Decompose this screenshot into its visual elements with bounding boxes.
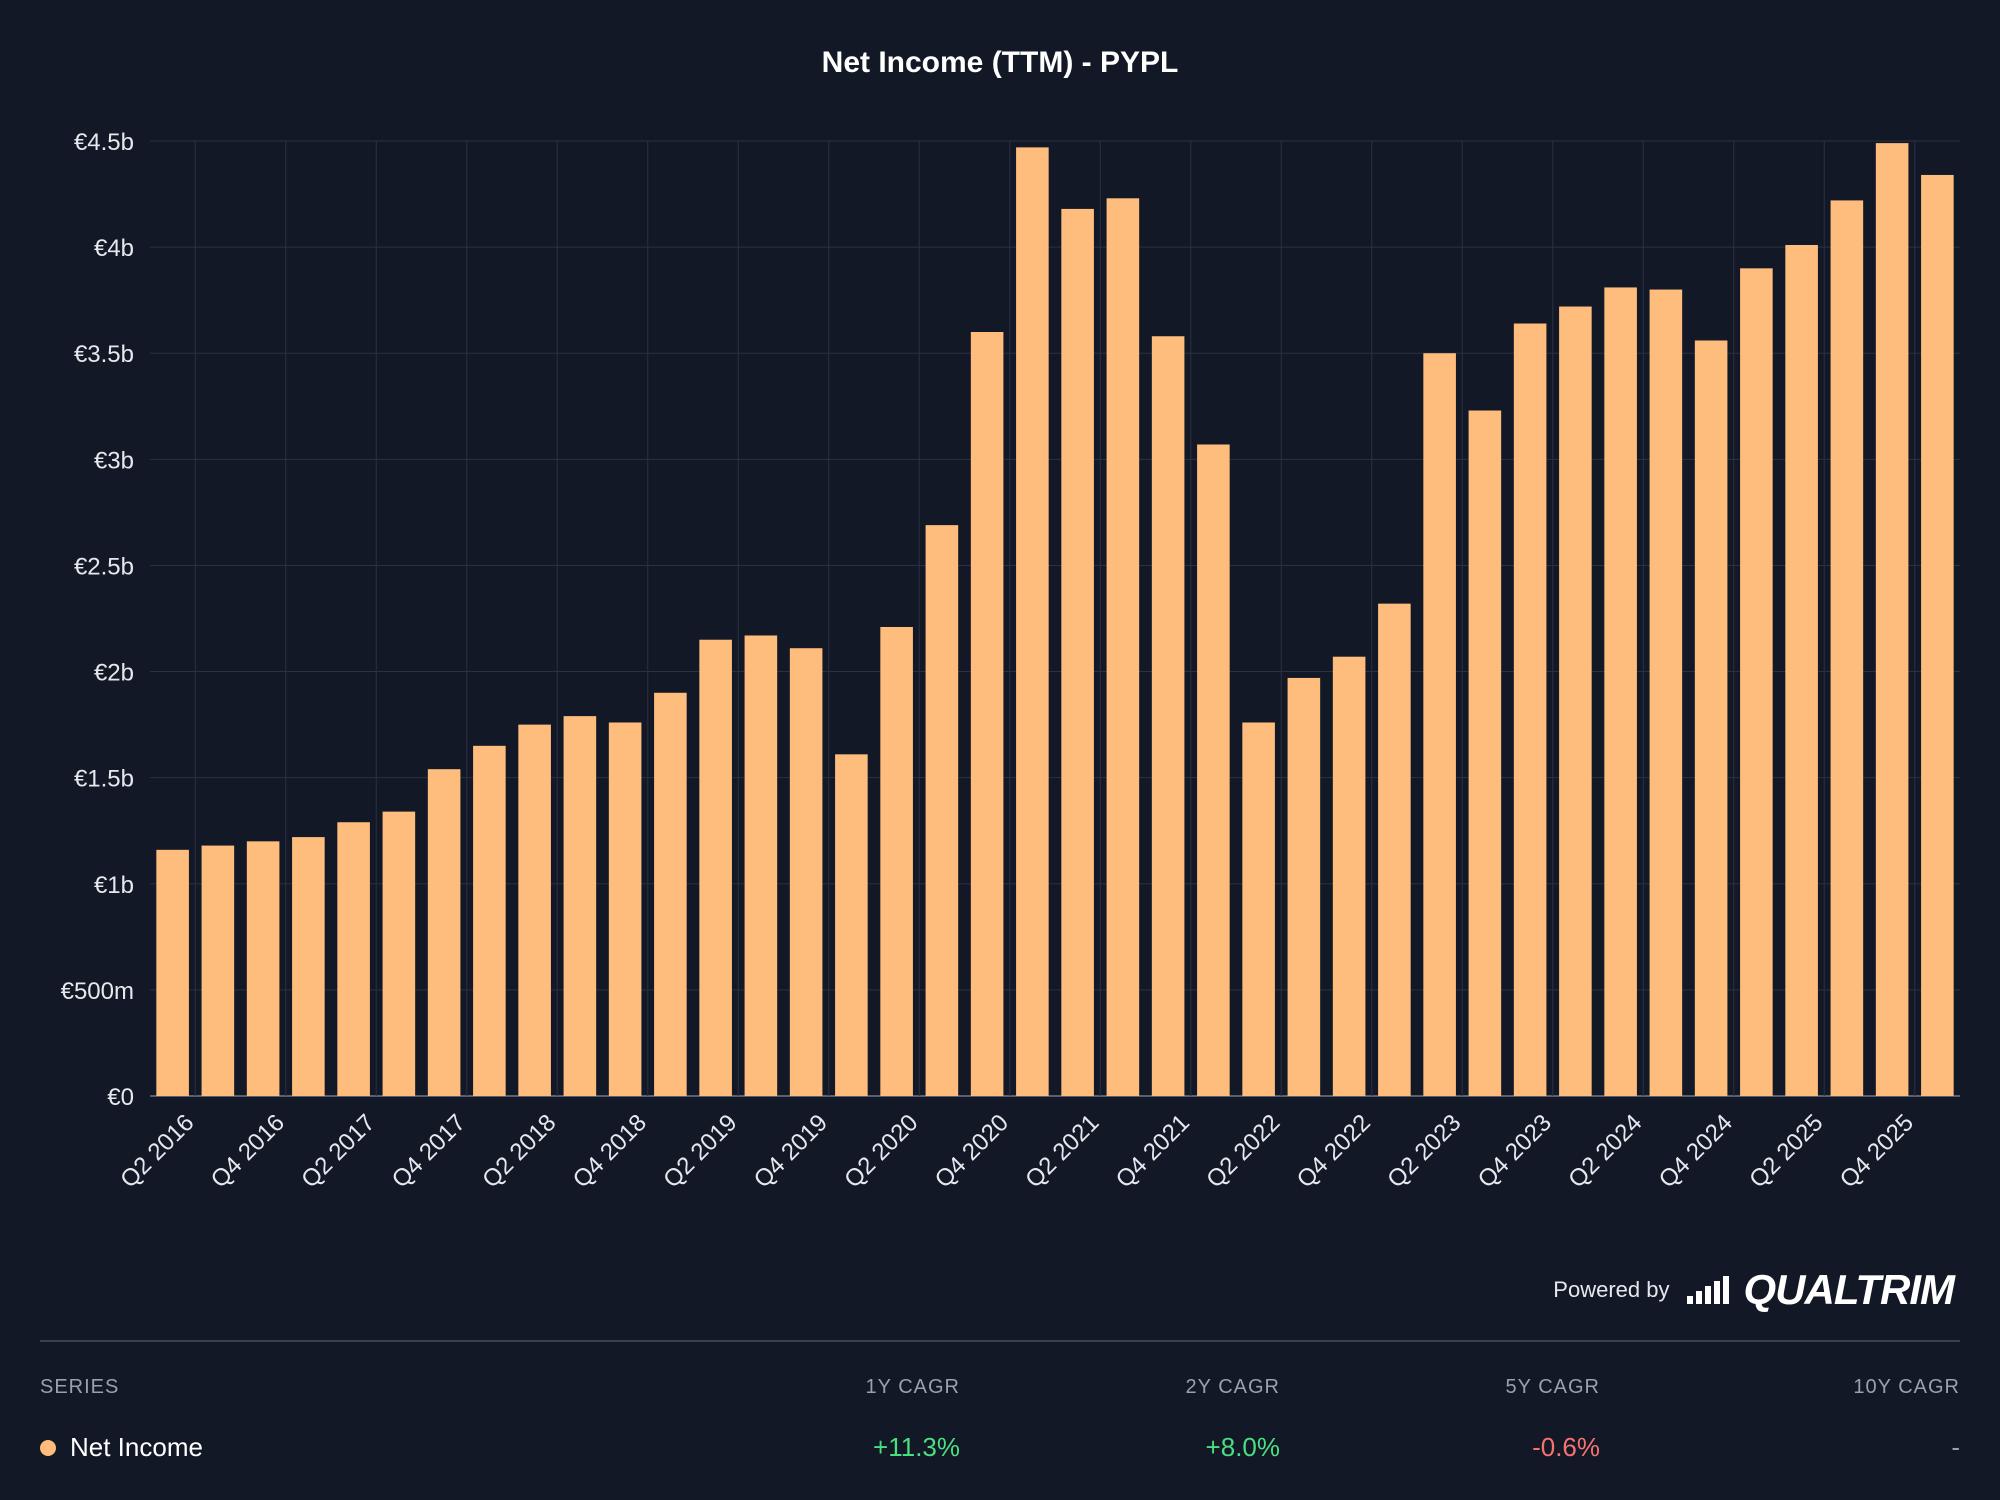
bar — [382, 811, 416, 1096]
qualtrim-bars-icon — [1687, 1276, 1730, 1304]
bar — [835, 754, 868, 1096]
bar — [1875, 143, 1909, 1097]
bar — [1513, 323, 1547, 1096]
bar — [970, 332, 1004, 1096]
x-tick-label: Q2 2019 — [658, 1109, 742, 1193]
bar — [292, 837, 325, 1096]
table-row[interactable]: Net Income +11.3% +8.0% -0.6% - — [40, 1432, 1960, 1463]
header-2y-cagr: 2Y CAGR — [1185, 1376, 1280, 1398]
chart-title: Net Income (TTM) - PYPL — [822, 46, 1179, 79]
bar — [880, 626, 913, 1096]
x-tick-label: Q2 2018 — [477, 1109, 561, 1193]
x-tick-label: Q4 2020 — [930, 1109, 1014, 1193]
y-tick-label: €2b — [94, 660, 134, 687]
x-tick-label: Q4 2016 — [206, 1109, 290, 1193]
cagr-10y-value: - — [1951, 1432, 1960, 1462]
x-tick-label: Q4 2021 — [1111, 1109, 1195, 1193]
qualtrim-wordmark: QUALTRIM — [1743, 1266, 1955, 1313]
powered-by-label: Powered by — [1553, 1277, 1670, 1302]
y-tick-label: €4.5b — [74, 129, 134, 156]
y-tick-label: €0 — [107, 1084, 134, 1111]
y-tick-label: €1.5b — [74, 766, 134, 793]
x-tick-label: Q4 2017 — [387, 1109, 471, 1193]
cagr-2y-value: +8.0% — [1205, 1432, 1280, 1462]
x-tick-label: Q4 2023 — [1473, 1109, 1557, 1193]
net-income-chart: Net Income (TTM) - PYPL €0 €500m €1b €1.5b €2… — [61, 46, 1960, 1193]
bar — [1106, 198, 1140, 1097]
cagr-1y-value: +11.3% — [873, 1432, 960, 1462]
series-cell: Net Income — [40, 1432, 640, 1463]
bar — [1740, 268, 1773, 1096]
y-tick-label: €3.5b — [74, 341, 134, 368]
bar — [1016, 147, 1049, 1096]
header-5y-cagr: 5Y CAGR — [1505, 1376, 1600, 1398]
bar — [1468, 410, 1502, 1096]
bar — [1378, 603, 1411, 1096]
y-tick-label: €3b — [94, 447, 134, 474]
header-series: SERIES — [40, 1376, 120, 1398]
x-tick-label: Q4 2022 — [1292, 1109, 1376, 1193]
series-name: Net Income — [70, 1432, 203, 1462]
bar — [1559, 306, 1592, 1096]
x-tick-label: Q2 2021 — [1020, 1109, 1104, 1193]
bar — [1921, 174, 1954, 1096]
bar — [925, 525, 959, 1096]
cagr-5y-value: -0.6% — [1532, 1432, 1600, 1462]
bar — [337, 822, 370, 1096]
bar — [427, 769, 461, 1096]
cagr-table-header: SERIES 1Y CAGR 2Y CAGR 5Y CAGR 10Y CAGR — [40, 1376, 1960, 1399]
divider — [40, 1340, 1960, 1342]
bar — [654, 692, 687, 1096]
x-tick-label: Q2 2025 — [1744, 1109, 1828, 1193]
x-tick-label: Q2 2023 — [1382, 1109, 1466, 1193]
x-tick-label: Q2 2017 — [296, 1109, 380, 1193]
bar — [563, 716, 597, 1096]
bar — [608, 722, 642, 1096]
bar — [518, 724, 551, 1096]
bar — [1151, 336, 1185, 1096]
bar — [1604, 287, 1637, 1096]
qualtrim-logo[interactable]: QUALTRIM — [1687, 1266, 1955, 1314]
x-tick-label: Q2 2016 — [115, 1109, 199, 1193]
bar — [1830, 200, 1864, 1096]
x-tick-label: Q4 2024 — [1654, 1109, 1738, 1193]
series-color-dot — [40, 1439, 56, 1456]
bar — [1332, 656, 1366, 1096]
bar — [1649, 289, 1683, 1096]
bar — [1287, 677, 1321, 1096]
bar — [473, 745, 506, 1096]
powered-by[interactable]: Powered by QUALTRIM — [1553, 1266, 1955, 1314]
bar — [1785, 244, 1818, 1096]
y-tick-label: €500m — [61, 978, 134, 1005]
x-tick-label: Q2 2022 — [1201, 1109, 1285, 1193]
y-tick-label: €4b — [94, 235, 134, 262]
x-tick-label: Q4 2025 — [1835, 1109, 1919, 1193]
bar — [1423, 353, 1456, 1096]
bar — [246, 841, 280, 1096]
x-tick-label: Q2 2020 — [839, 1109, 923, 1193]
bar — [1197, 444, 1230, 1096]
bar — [201, 845, 235, 1096]
x-tick-label: Q4 2019 — [749, 1109, 833, 1193]
bar — [1061, 208, 1094, 1096]
bar — [789, 648, 823, 1096]
bar — [1694, 340, 1728, 1096]
bar — [1242, 722, 1275, 1096]
header-1y-cagr: 1Y CAGR — [865, 1376, 960, 1398]
x-tick-label: Q2 2024 — [1563, 1109, 1647, 1193]
bar — [744, 635, 778, 1096]
bar — [699, 639, 732, 1096]
y-tick-label: €2.5b — [74, 553, 134, 580]
header-10y-cagr: 10Y CAGR — [1853, 1376, 1960, 1398]
bar — [156, 849, 189, 1096]
x-tick-label: Q4 2018 — [568, 1109, 652, 1193]
y-tick-label: €1b — [94, 872, 134, 899]
